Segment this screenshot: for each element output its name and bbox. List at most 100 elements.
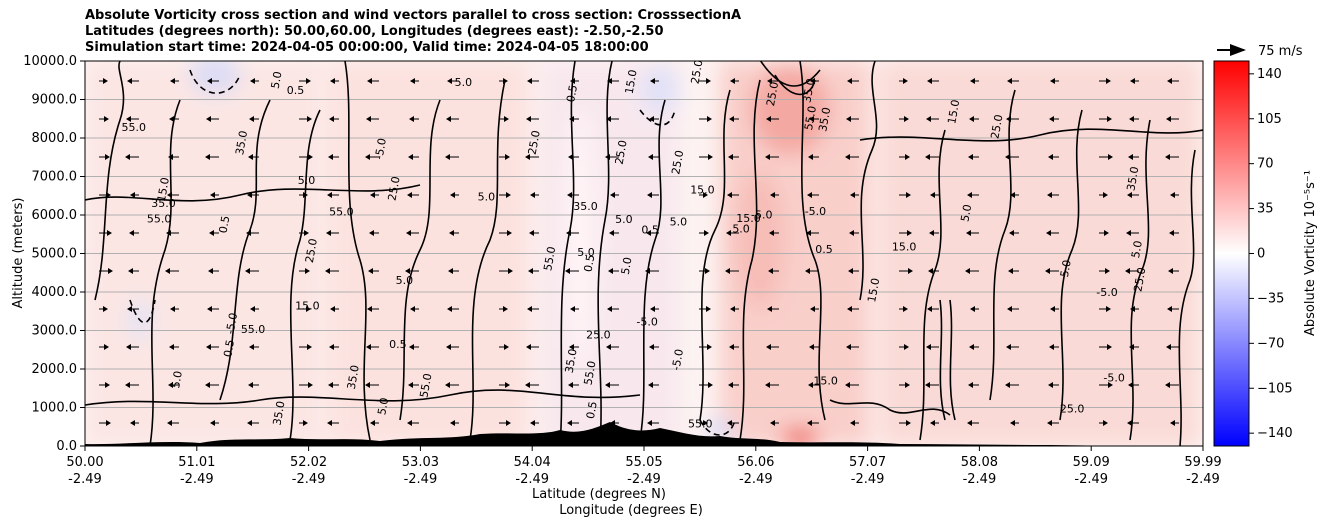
wind-vector bbox=[129, 230, 139, 236]
wind-vector bbox=[729, 116, 739, 122]
colorbar-ticks: 140 105 70 35 0 −35 −70 −105 −140 bbox=[1249, 67, 1293, 441]
wind-vector bbox=[930, 420, 939, 426]
x-tick-label-lat: 59.09 bbox=[1073, 455, 1110, 470]
wind-vector bbox=[128, 268, 139, 274]
wind-vector bbox=[1005, 154, 1019, 160]
wind-vector bbox=[525, 154, 539, 160]
wind-vector bbox=[208, 268, 219, 274]
wind-vector bbox=[765, 382, 779, 388]
wind-vector bbox=[127, 306, 139, 312]
contour-label: 35.0 bbox=[233, 130, 250, 156]
wind-vector bbox=[650, 306, 659, 312]
wind-vector bbox=[1010, 192, 1019, 198]
wind-vector bbox=[1130, 78, 1139, 84]
colorbar-tick-label: 70 bbox=[1257, 157, 1274, 172]
wind-vector bbox=[169, 344, 179, 350]
wind-vector bbox=[605, 154, 619, 160]
colorbar-tick-label: 105 bbox=[1257, 112, 1282, 127]
wind-vector bbox=[899, 420, 911, 426]
wind-vector bbox=[1099, 192, 1108, 198]
wind-vector bbox=[526, 344, 539, 350]
contour-label: 5.0 bbox=[619, 256, 635, 275]
wind-vector bbox=[926, 116, 939, 122]
contour-label: 15.0 bbox=[945, 99, 962, 125]
wind-vector bbox=[1006, 116, 1019, 122]
colorbar-tick-label: 35 bbox=[1257, 202, 1274, 217]
wind-vector bbox=[299, 154, 313, 160]
wind-vector bbox=[1127, 420, 1139, 426]
wind-vector bbox=[645, 268, 659, 274]
wind-vector bbox=[99, 382, 110, 388]
wind-vector bbox=[969, 116, 979, 122]
wind-vector bbox=[209, 230, 219, 236]
contour-label: 55.0 bbox=[122, 121, 147, 134]
wind-vector bbox=[647, 420, 659, 426]
wind-vector bbox=[499, 268, 513, 274]
wind-vector bbox=[450, 420, 459, 426]
contour-label: 55.0 bbox=[802, 105, 819, 131]
wind-vector bbox=[530, 192, 539, 198]
wind-vector bbox=[768, 268, 779, 274]
wind-vector bbox=[899, 230, 912, 236]
wind-vector bbox=[609, 230, 619, 236]
wind-vector bbox=[969, 344, 979, 350]
wind-vector bbox=[366, 116, 379, 122]
wind-vector bbox=[699, 154, 713, 160]
wind-vector bbox=[1048, 154, 1059, 160]
wind-vector bbox=[247, 192, 259, 198]
wind-vector bbox=[449, 230, 459, 236]
wind-vector bbox=[330, 78, 339, 84]
wind-vector bbox=[499, 382, 510, 388]
wind-vector bbox=[325, 268, 339, 274]
wind-vector bbox=[526, 116, 539, 122]
contour-label: 5.0 bbox=[1058, 259, 1074, 278]
wind-vector bbox=[499, 192, 511, 198]
x-tick-label-lat: 51.01 bbox=[178, 455, 215, 470]
terrain bbox=[85, 422, 1203, 446]
x-axis-label-lat: Latitude (degrees N) bbox=[532, 487, 666, 502]
wind-vector bbox=[925, 382, 939, 388]
contour-label: 5.0 bbox=[615, 213, 633, 226]
wind-vector bbox=[925, 154, 939, 160]
x-axis-label-lon: Longitude (degrees E) bbox=[559, 503, 703, 518]
colorbar-label: Absolute Vorticity 10⁻⁵s⁻¹ bbox=[1303, 170, 1318, 336]
x-tick-label-lat: 57.07 bbox=[849, 455, 886, 470]
wind-vector bbox=[1050, 306, 1059, 312]
wind-vector bbox=[127, 78, 139, 84]
wind-vector bbox=[850, 420, 859, 426]
wind-vector bbox=[570, 306, 579, 312]
wind-vector bbox=[699, 306, 711, 312]
wind-vector bbox=[245, 268, 259, 274]
wind-vector bbox=[1050, 78, 1059, 84]
wind-vector bbox=[899, 78, 908, 84]
wind-vector bbox=[1007, 78, 1019, 84]
wind-vector bbox=[1169, 230, 1179, 236]
y-tick-label: 6000.0 bbox=[32, 208, 78, 223]
wind-vector bbox=[408, 382, 419, 388]
x-tick-label-lon: -2.49 bbox=[292, 472, 326, 487]
chart-title-line-2: Latitudes (degrees north): 50.00,60.00, … bbox=[85, 24, 664, 39]
wind-vector bbox=[99, 306, 108, 312]
wind-vector bbox=[299, 116, 312, 122]
wind-vector bbox=[99, 78, 108, 84]
wind-vector bbox=[408, 154, 419, 160]
wind-vector bbox=[730, 306, 739, 312]
y-tick-label: 0.0 bbox=[56, 439, 77, 454]
contour-label: 5.0 bbox=[478, 190, 496, 203]
wind-vector bbox=[499, 420, 511, 426]
wind-vector bbox=[206, 116, 219, 122]
x-tick-label-lon: -2.49 bbox=[851, 472, 885, 487]
wind-vector bbox=[246, 230, 259, 236]
contour-label: -5.0 bbox=[636, 315, 657, 328]
wind-vector bbox=[299, 344, 312, 350]
contour-label: 15.0 bbox=[690, 183, 715, 196]
wind-vector bbox=[1008, 268, 1019, 274]
wind-vector bbox=[968, 154, 979, 160]
wind-vector bbox=[130, 420, 139, 426]
wind-vector bbox=[247, 420, 259, 426]
wind-vector bbox=[607, 78, 619, 84]
contour-label: 5.0 bbox=[455, 76, 473, 89]
wind-vector bbox=[699, 382, 713, 388]
wind-vector bbox=[499, 344, 509, 350]
wind-vector bbox=[569, 344, 579, 350]
